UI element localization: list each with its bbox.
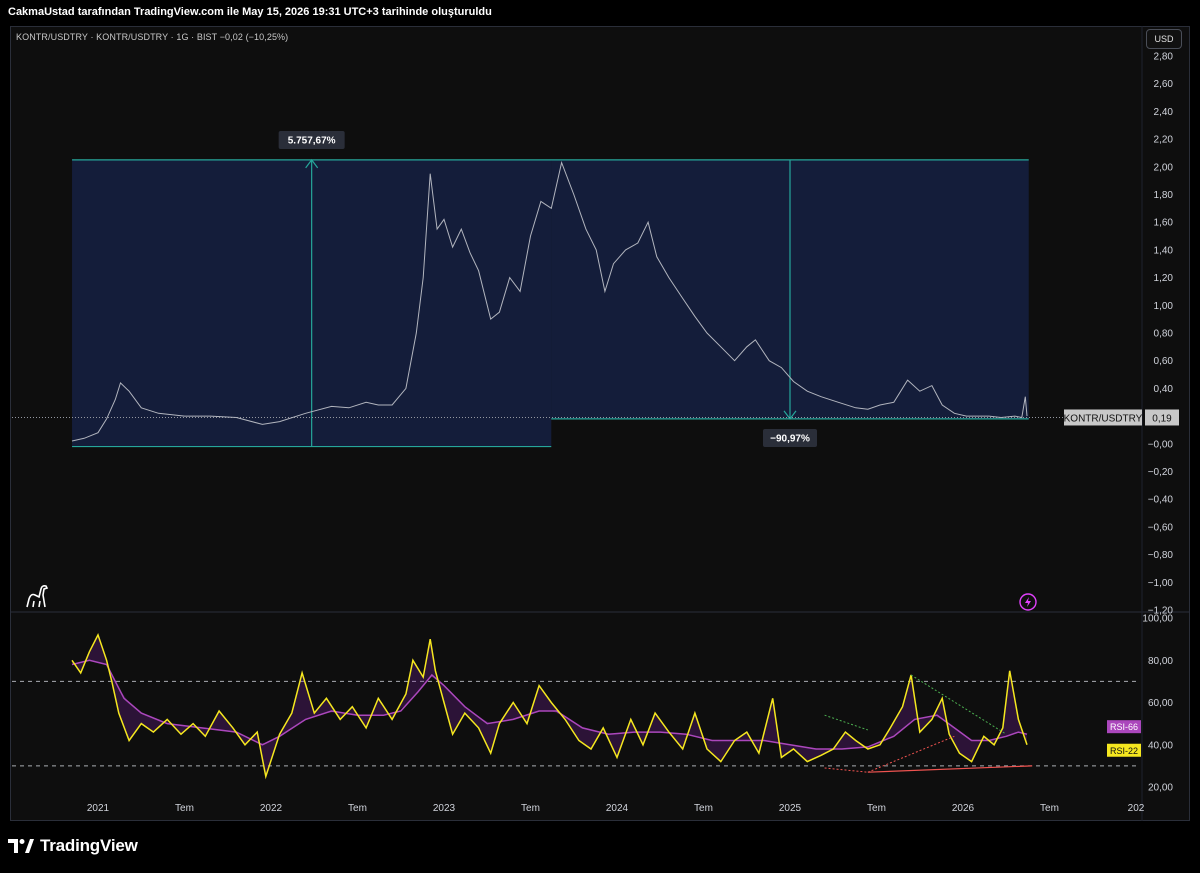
price-axis-tick: −1,00 [1148, 578, 1174, 589]
time-axis-tick: 2023 [433, 803, 456, 814]
price-axis-tick: 2,60 [1154, 79, 1174, 90]
time-axis-tick: 2021 [87, 803, 110, 814]
range-arrow-up-head [305, 158, 319, 169]
last-price-tag [1145, 409, 1179, 426]
time-axis-tick: 2022 [260, 803, 283, 814]
rsi-axis-tick: 100,00 [1142, 614, 1173, 625]
rsi-axis-tick: 20,00 [1148, 783, 1173, 794]
last-price-value: 0,19 [1152, 413, 1172, 424]
rsi-axis-tick: 40,00 [1148, 740, 1173, 751]
lightning-icon-bolt [1025, 597, 1031, 607]
last-price-name-label: KONTR/USDTRY [1064, 413, 1143, 424]
price-axis-tick: −0,00 [1148, 439, 1174, 450]
price-series-line [71, 160, 1028, 442]
rsi-fill [72, 634, 1027, 777]
rsi-trendline-dotted-green [910, 674, 1007, 735]
price-axis-tick: 1,80 [1154, 190, 1174, 201]
rsi-22-tag [1107, 743, 1141, 757]
price-axis-tick: −1,20 [1148, 606, 1174, 617]
rsi-trendline-dotted-red-2 [824, 767, 868, 773]
tradingview-brand[interactable]: TradingView [8, 836, 138, 856]
price-axis-tick: 2,80 [1154, 52, 1174, 63]
time-axis-tick: 2025 [779, 803, 802, 814]
time-axis-tick: 202 [1128, 803, 1145, 814]
price-axis-tick: −0,80 [1148, 550, 1174, 561]
footer [0, 822, 1200, 873]
time-axis-tick: Tem [175, 803, 194, 814]
price-axis-tick: 1,00 [1154, 301, 1174, 312]
price-axis-tick: 1,20 [1154, 273, 1174, 284]
time-axis-tick: 2026 [952, 803, 975, 814]
range-up-label: 5.757,67% [288, 136, 336, 147]
range-up-label-bg [278, 131, 345, 149]
rsi-axis-tick: 80,00 [1148, 656, 1173, 667]
price-axis-tick: 2,00 [1154, 162, 1174, 173]
range-down-label-bg [763, 429, 817, 447]
price-axis-tick: 2,20 [1154, 135, 1174, 146]
dinosaur-icon-path [26, 585, 49, 608]
time-axis-tick: 2024 [606, 803, 629, 814]
rsi-66-label: RSI-66 [1110, 722, 1138, 732]
range-arrow-down-head [783, 410, 797, 420]
lightning-icon-ring [1019, 593, 1037, 611]
last-price-name-tag [1064, 409, 1142, 426]
price-axis-tick: −0,20 [1148, 467, 1174, 478]
tradingview-wordmark: TradingView [40, 836, 138, 855]
price-axis-tick: −0,60 [1148, 522, 1174, 533]
rsi-axis-tick: 60,00 [1148, 698, 1173, 709]
watermark-header: CakmaUstad tarafından TradingView.com il… [0, 0, 1200, 26]
price-axis-tick: 1,40 [1154, 245, 1174, 256]
dinosaur-icon [26, 585, 49, 608]
symbol-legend[interactable]: KONTR/USDTRY · KONTR/USDTRY · 1G · BIST … [16, 32, 289, 42]
header-caption: CakmaUstad tarafından TradingView.com il… [8, 6, 492, 18]
time-axis-tick: Tem [348, 803, 367, 814]
price-axis-tick: 1,60 [1154, 218, 1174, 229]
price-axis-tick: 2,40 [1154, 107, 1174, 118]
price-axis-tick: 0,60 [1154, 356, 1174, 367]
price-axis-tick: −0,40 [1148, 495, 1174, 506]
range-down-label: −90,97% [770, 434, 810, 445]
time-axis-tick: Tem [1040, 803, 1059, 814]
rsi-22-label: RSI-22 [1110, 746, 1138, 756]
rsi-22-line [71, 632, 1028, 780]
rsi-66-tag [1107, 720, 1141, 734]
lightning-icon [1019, 593, 1037, 611]
rsi-trendline-dotted-green-2 [824, 714, 869, 731]
price-axis-tick: 0,80 [1154, 329, 1174, 340]
rsi-66-line [71, 659, 1028, 750]
rsi-trendline-support [867, 765, 1033, 773]
time-axis-tick: Tem [521, 803, 540, 814]
price-axis-tick: 0,40 [1154, 384, 1174, 395]
time-axis-tick: Tem [694, 803, 713, 814]
time-axis-tick: Tem [867, 803, 886, 814]
currency-button[interactable]: USD [1146, 29, 1182, 49]
tradingview-logo-icon [8, 839, 34, 853]
